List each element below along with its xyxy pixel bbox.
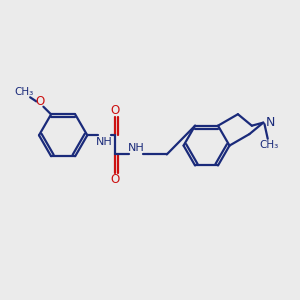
Text: NH: NH <box>128 143 144 153</box>
Text: O: O <box>111 173 120 186</box>
Text: NH: NH <box>96 137 112 147</box>
Text: N: N <box>266 116 275 129</box>
Text: O: O <box>111 104 120 117</box>
Text: CH₃: CH₃ <box>15 87 34 97</box>
Text: O: O <box>35 95 44 108</box>
Text: CH₃: CH₃ <box>260 140 279 150</box>
